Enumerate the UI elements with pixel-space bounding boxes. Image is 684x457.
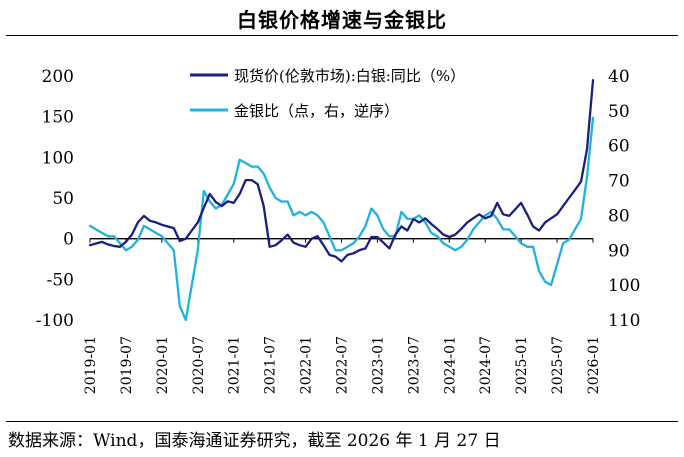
left-axis-tick-label: 0	[63, 230, 74, 250]
x-axis-tick-label: 2019-01	[83, 336, 99, 394]
x-axis-tick-label: 2021-01	[227, 336, 243, 394]
x-axis-tick-label: 2025-01	[514, 336, 530, 394]
x-axis-tick-label: 2020-01	[155, 336, 171, 394]
left-axis-tick-label: 100	[42, 148, 74, 168]
x-axis-tick-label: 2022-01	[299, 336, 315, 394]
axes-layer: -100 -50 0 50 100 150 200 40 50 60 70 80 90 100 110 201…	[36, 67, 641, 394]
left-axis-tick-label: 200	[42, 67, 74, 87]
x-axis-tick-label: 2026-01	[586, 336, 602, 394]
right-axis-tick-label: 100	[608, 276, 640, 296]
series-line-silver-yoy	[88, 78, 595, 263]
left-axis-tick-label: -100	[36, 311, 74, 331]
x-axis-tick-label: 2022-07	[335, 336, 351, 394]
right-axis-tick-label: 60	[608, 137, 630, 157]
legend: 现货价(伦敦市场):白银:同比（%） 金银比（点，右，逆序）	[190, 67, 465, 120]
right-axis-tick-label: 110	[608, 311, 640, 331]
x-axis-tick-label: 2019-07	[119, 336, 135, 394]
chart-title: 白银价格增速与金银比	[237, 8, 447, 32]
right-axis-tick-label: 70	[608, 172, 630, 192]
legend-label-gold-silver-ratio: 金银比（点，右，逆序）	[234, 102, 399, 120]
x-axis-tick-label: 2023-01	[370, 336, 386, 394]
right-axis-tick-label: 90	[608, 241, 630, 261]
x-axis-tick-label: 2021-07	[263, 336, 279, 394]
line-chart: -100 -50 0 50 100 150 200 40 50 60 70 80 90 100 110 201…	[36, 67, 641, 394]
x-axis-tick-label: 2020-07	[191, 336, 207, 394]
right-axis-tick-label: 80	[608, 206, 630, 226]
series-layer	[88, 78, 595, 322]
right-axis-tick-label: 50	[608, 102, 630, 122]
x-axis-tick-label: 2024-07	[478, 336, 494, 394]
source-rule	[6, 421, 678, 422]
right-axis-tick-label: 40	[608, 67, 630, 87]
left-axis-tick-label: 50	[52, 189, 74, 209]
series-line-gold-silver-ratio	[88, 116, 595, 322]
legend-label-silver-yoy: 现货价(伦敦市场):白银:同比（%）	[234, 67, 465, 85]
x-axis-tick-label: 2025-07	[550, 336, 566, 394]
x-axis-tick-label: 2024-01	[442, 336, 458, 394]
source-note: 数据来源：Wind，国泰海通证券研究，截至 2026 年 1 月 27 日	[8, 431, 501, 451]
left-axis-tick-label: -50	[47, 270, 74, 290]
title-rule	[6, 35, 678, 36]
x-axis-tick-label: 2023-07	[406, 336, 422, 394]
left-axis-tick-label: 150	[42, 108, 74, 128]
